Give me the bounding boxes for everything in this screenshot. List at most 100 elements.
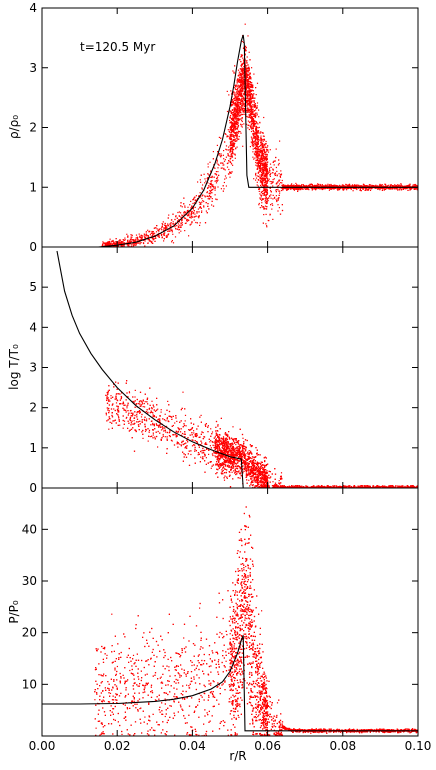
density-scatter-point <box>122 244 124 246</box>
density-scatter-point <box>228 168 230 171</box>
density-scatter-point <box>237 103 239 105</box>
density-scatter-point <box>260 163 262 165</box>
density-scatter-point <box>246 111 248 113</box>
density-scatter-point <box>242 47 245 49</box>
density-scatter-point <box>278 180 280 182</box>
density-scatter-point <box>241 104 243 107</box>
density-scatter-point <box>257 157 259 159</box>
density-scatter-point <box>265 164 267 166</box>
density-scatter-point <box>237 92 239 94</box>
density-scatter-point <box>251 126 253 128</box>
density-scatter-point <box>213 166 215 169</box>
density-scatter-point <box>245 86 247 88</box>
density-scatter-point <box>219 155 221 157</box>
density-scatter-point <box>236 136 238 138</box>
density-scatter-point <box>321 184 323 186</box>
density-scatter-point <box>193 219 195 221</box>
density-scatter-point <box>248 111 250 113</box>
density-scatter-point <box>214 194 216 196</box>
density-scatter-point <box>248 83 250 85</box>
density-scatter-point <box>327 185 329 187</box>
density-scatter-point <box>344 185 347 187</box>
density-scatter-point <box>234 107 236 109</box>
density-scatter-point <box>181 224 183 226</box>
density-scatter-point <box>255 159 257 161</box>
density-scatter-point <box>172 242 175 244</box>
density-scatter-point <box>275 189 277 191</box>
density-scatter-point <box>266 192 268 194</box>
density-scatter-point <box>261 147 263 149</box>
density-scatter-point <box>240 70 242 72</box>
density-scatter-point <box>258 162 260 164</box>
density-scatter-point <box>102 241 104 243</box>
density-scatter-point <box>202 184 204 186</box>
density-scatter-point <box>217 176 219 178</box>
density-scatter-point <box>131 245 133 247</box>
density-scatter-point <box>246 96 248 98</box>
density-scatter-point <box>274 173 276 175</box>
density-scatter-point <box>262 140 264 142</box>
density-scatter-point <box>255 107 258 109</box>
density-scatter-point <box>267 172 269 175</box>
density-scatter-point <box>201 195 203 197</box>
density-scatter-point <box>253 158 255 160</box>
density-scatter-point <box>151 232 153 234</box>
density-scatter-point <box>359 189 361 191</box>
density-scatter-point <box>166 225 168 227</box>
density-scatter-point <box>256 151 258 153</box>
density-scatter-point <box>197 208 199 210</box>
density-scatter-point <box>235 97 237 100</box>
density-scatter-point <box>371 187 373 190</box>
density-scatter-point <box>379 186 381 188</box>
density-scatter-point <box>266 201 268 203</box>
density-scatter-point <box>176 225 178 227</box>
density-scatter-point <box>281 189 283 192</box>
density-scatter-point <box>181 214 183 216</box>
density-scatter-point <box>215 173 217 175</box>
density-scatter-point <box>200 207 202 209</box>
density-scatter-point <box>155 237 157 239</box>
density-scatter-point <box>246 75 248 77</box>
density-scatter-point <box>282 188 284 190</box>
density-scatter-point <box>236 146 238 148</box>
density-scatter-point <box>249 93 251 95</box>
density-scatter-point <box>256 181 258 183</box>
density-scatter-point <box>220 155 223 157</box>
density-scatter-point <box>212 184 214 186</box>
density-scatter-point <box>226 149 228 151</box>
density-scatter-point <box>257 167 259 169</box>
density-scatter-point <box>260 164 262 166</box>
density-scatter-point <box>133 240 135 242</box>
density-scatter-point <box>292 185 294 187</box>
density-scatter-point <box>161 223 163 225</box>
density-scatter-point <box>191 221 193 223</box>
density-scatter-point <box>136 239 138 241</box>
density-scatter-point <box>264 190 266 192</box>
density-scatter-point <box>410 188 412 190</box>
density-scatter-point <box>233 127 235 130</box>
density-scatter-point <box>124 237 126 239</box>
density-scatter-point <box>210 182 212 184</box>
density-scatter-point <box>262 135 264 137</box>
density-scatter-point <box>257 175 259 177</box>
density-scatter-point <box>336 188 338 190</box>
density-scatter-point <box>257 162 259 164</box>
density-scatter-point <box>247 111 249 113</box>
density-scatter-point <box>145 233 147 235</box>
density-scatter-point <box>228 94 230 96</box>
density-scatter-point <box>252 94 254 96</box>
density-scatter-point <box>249 99 252 101</box>
density-scatter-point <box>296 184 298 186</box>
density-scatter-point <box>120 244 122 247</box>
density-scatter-point <box>142 235 144 237</box>
density-scatter-point <box>299 185 301 187</box>
density-scatter-point <box>248 78 250 80</box>
density-scatter-point <box>241 95 243 97</box>
density-scatter-point <box>115 244 117 246</box>
density-scatter-point <box>217 151 219 153</box>
density-scatter-point <box>209 195 211 198</box>
density-scatter-point <box>252 106 254 108</box>
density-scatter-point <box>261 206 263 208</box>
density-scatter-point <box>259 159 261 161</box>
density-scatter-point <box>249 94 251 96</box>
